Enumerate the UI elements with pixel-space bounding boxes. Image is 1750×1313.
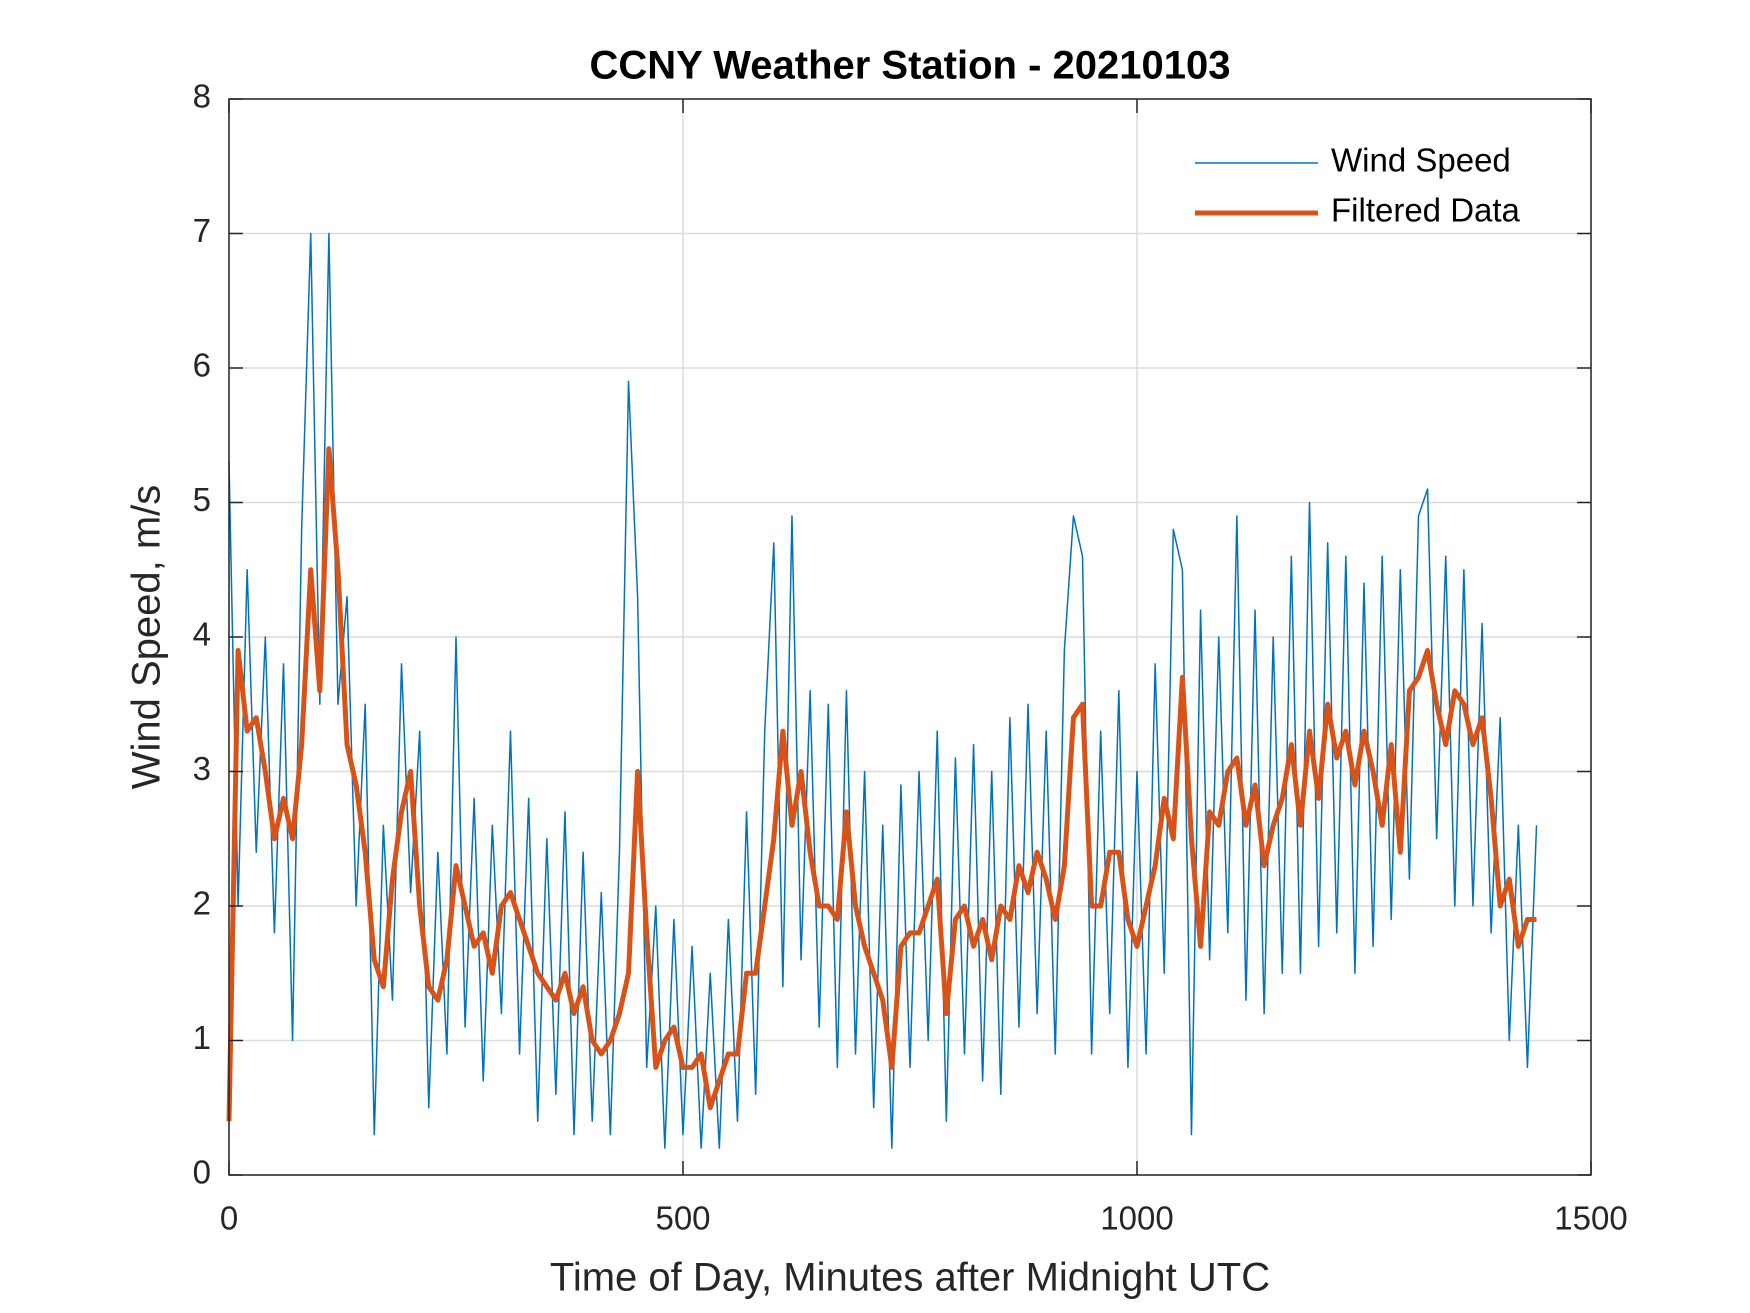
x-tick-label: 1000 bbox=[1100, 1200, 1173, 1237]
x-tick-label: 1500 bbox=[1554, 1200, 1627, 1237]
legend-label: Filtered Data bbox=[1331, 192, 1521, 229]
x-tick-label: 500 bbox=[655, 1200, 710, 1237]
x-tick-label: 0 bbox=[220, 1200, 238, 1237]
y-tick-label: 3 bbox=[193, 750, 211, 787]
y-tick-label: 1 bbox=[193, 1019, 211, 1056]
data-line bbox=[228, 232, 1538, 1149]
plot-area bbox=[226, 232, 1538, 1149]
legend-label: Wind Speed bbox=[1331, 142, 1511, 179]
x-axis-label: Time of Day, Minutes after Midnight UTC bbox=[550, 1256, 1270, 1300]
data-line bbox=[226, 446, 1537, 1122]
y-axis-label: Wind Speed, m/s bbox=[125, 485, 169, 790]
y-tick-label: 7 bbox=[193, 212, 211, 249]
y-tick-label: 6 bbox=[193, 347, 211, 384]
y-tick-label: 0 bbox=[193, 1154, 211, 1191]
legend: Wind Speed Filtered Data bbox=[1195, 142, 1521, 229]
y-tick-label: 8 bbox=[193, 78, 211, 115]
chart-title: CCNY Weather Station - 20210103 bbox=[590, 44, 1231, 88]
ticks: 0 500 1000 1500 0 1 2 3 4 5 6 7 8 bbox=[193, 78, 1628, 1237]
y-tick-label: 4 bbox=[193, 616, 211, 653]
y-tick-label: 2 bbox=[193, 885, 211, 922]
y-tick-label: 5 bbox=[193, 481, 211, 518]
